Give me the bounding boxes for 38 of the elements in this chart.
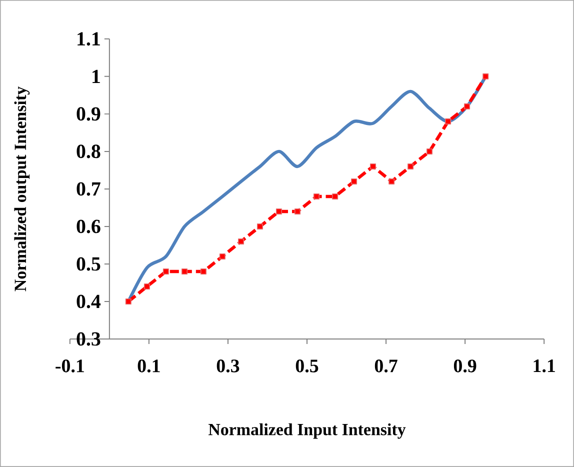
y-tick-label: 0.8: [76, 144, 100, 158]
point: [182, 268, 188, 275]
point: [332, 193, 338, 200]
x-tick-label: 0.7: [374, 360, 398, 372]
y-tick-label: 0.9: [76, 107, 100, 121]
point: [351, 178, 358, 184]
x-axis-title: Normalized Input Intensity: [208, 423, 406, 439]
y-tick-label: 1: [92, 70, 100, 84]
point: [125, 298, 132, 305]
x-tick-label: 1.1: [534, 360, 555, 372]
point: [313, 193, 320, 200]
point: [294, 208, 301, 214]
point: [276, 208, 282, 214]
y-tick-label: 1.1: [78, 32, 100, 46]
point: [408, 163, 414, 170]
point: [144, 284, 150, 290]
point: [200, 268, 206, 275]
point: [162, 268, 169, 275]
point: [388, 178, 395, 184]
point: [445, 118, 452, 124]
y-tick-label: 0.3: [76, 332, 100, 346]
x-tick-label: 0.3: [216, 360, 240, 372]
point: [482, 73, 489, 80]
x-tick-label: 0.9: [454, 360, 476, 372]
point: [426, 148, 432, 154]
point: [464, 103, 470, 110]
x-tick-label: -0.1: [56, 360, 84, 372]
y-tick-label: 0.6: [76, 220, 100, 234]
x-tick-label: 0.1: [138, 360, 160, 372]
point: [370, 163, 376, 170]
point: [256, 223, 263, 230]
y-tick-label: 0.7: [76, 182, 100, 196]
point: [238, 238, 244, 244]
y-tick-label: 0.4: [76, 294, 101, 308]
x-tick-label: 0.5: [296, 360, 318, 372]
y-axis-title: Normalized output Intensity: [14, 86, 30, 292]
y-tick-label: 0.5: [76, 257, 100, 271]
point: [219, 254, 226, 260]
